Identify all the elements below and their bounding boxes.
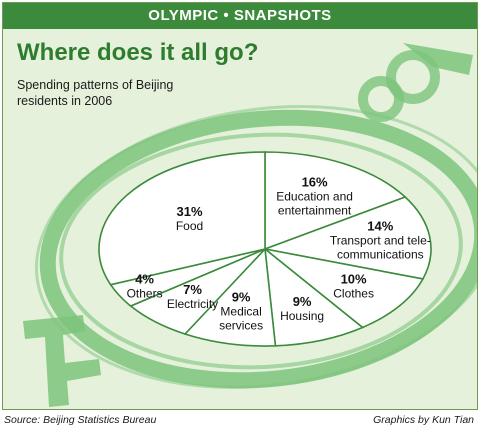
pie-chart: 16%Education andentertainment14%Transpor… — [23, 43, 477, 407]
slice-percent-medical-services: 9% — [232, 290, 251, 305]
section-banner: OLYMPIC • SNAPSHOTS — [3, 3, 477, 29]
chart-title: Where does it all go? — [17, 39, 259, 66]
decorative-rings — [34, 50, 477, 389]
slice-label-others: 4%Others — [127, 271, 163, 300]
slice-label-clothes: 10%Clothes — [333, 272, 374, 301]
slice-category-clothes: Clothes — [333, 287, 374, 301]
slice-category-electricity: Electricity — [167, 297, 218, 311]
slice-percent-education-and-entertainment: 16% — [302, 174, 328, 189]
slice-category-transport-and-telecommunications: communications — [337, 248, 424, 262]
slice-percent-housing: 9% — [293, 294, 312, 309]
slice-category-education-and-entertainment: Education and — [276, 189, 353, 203]
pie-labels: 16%Education andentertainment14%Transpor… — [127, 174, 431, 332]
slice-food — [98, 151, 266, 286]
slice-label-housing: 9%Housing — [280, 294, 324, 323]
slice-label-transport-and-telecommunications: 14%Transport and tele-communications — [330, 219, 431, 262]
slice-education-and-entertainment — [264, 151, 407, 251]
slice-percent-food: 31% — [176, 204, 202, 219]
slice-transport-and-telecommunications — [262, 196, 432, 280]
slice-category-transport-and-telecommunications: Transport and tele- — [330, 234, 431, 248]
slice-percent-electricity: 7% — [183, 282, 202, 297]
infographic-frame: OLYMPIC • SNAPSHOTS 16% Education and ente… — [2, 2, 478, 410]
slice-medical-services — [183, 247, 277, 347]
slice-percent-transport-and-telecommunications: 14% — [367, 219, 393, 234]
pie-slices — [98, 151, 432, 347]
slice-category-education-and-entertainment: entertainment — [278, 203, 352, 217]
slice-category-medical-services: Medical — [220, 305, 261, 319]
slice-percent-clothes: 10% — [341, 272, 367, 287]
slice-clothes — [264, 248, 425, 329]
slice-category-others: Others — [127, 286, 163, 300]
chart-subtitle: Spending patterns of Beijing residents i… — [17, 78, 174, 108]
slice-label-electricity: 7%Electricity — [167, 282, 218, 311]
slice-category-food: Food — [176, 219, 203, 233]
slice-label-food: 31%Food — [176, 204, 203, 233]
graphics-credit: Graphics by Kun Tian — [373, 414, 474, 426]
slice-category-medical-services: services — [219, 319, 263, 333]
slice-category-housing: Housing — [280, 309, 324, 323]
decorative-shapes — [23, 43, 473, 407]
slice-housing — [263, 247, 365, 347]
source-note: Source: Beijing Statistics Bureau — [4, 414, 157, 426]
slice-percent-others: 4% — [135, 271, 154, 286]
